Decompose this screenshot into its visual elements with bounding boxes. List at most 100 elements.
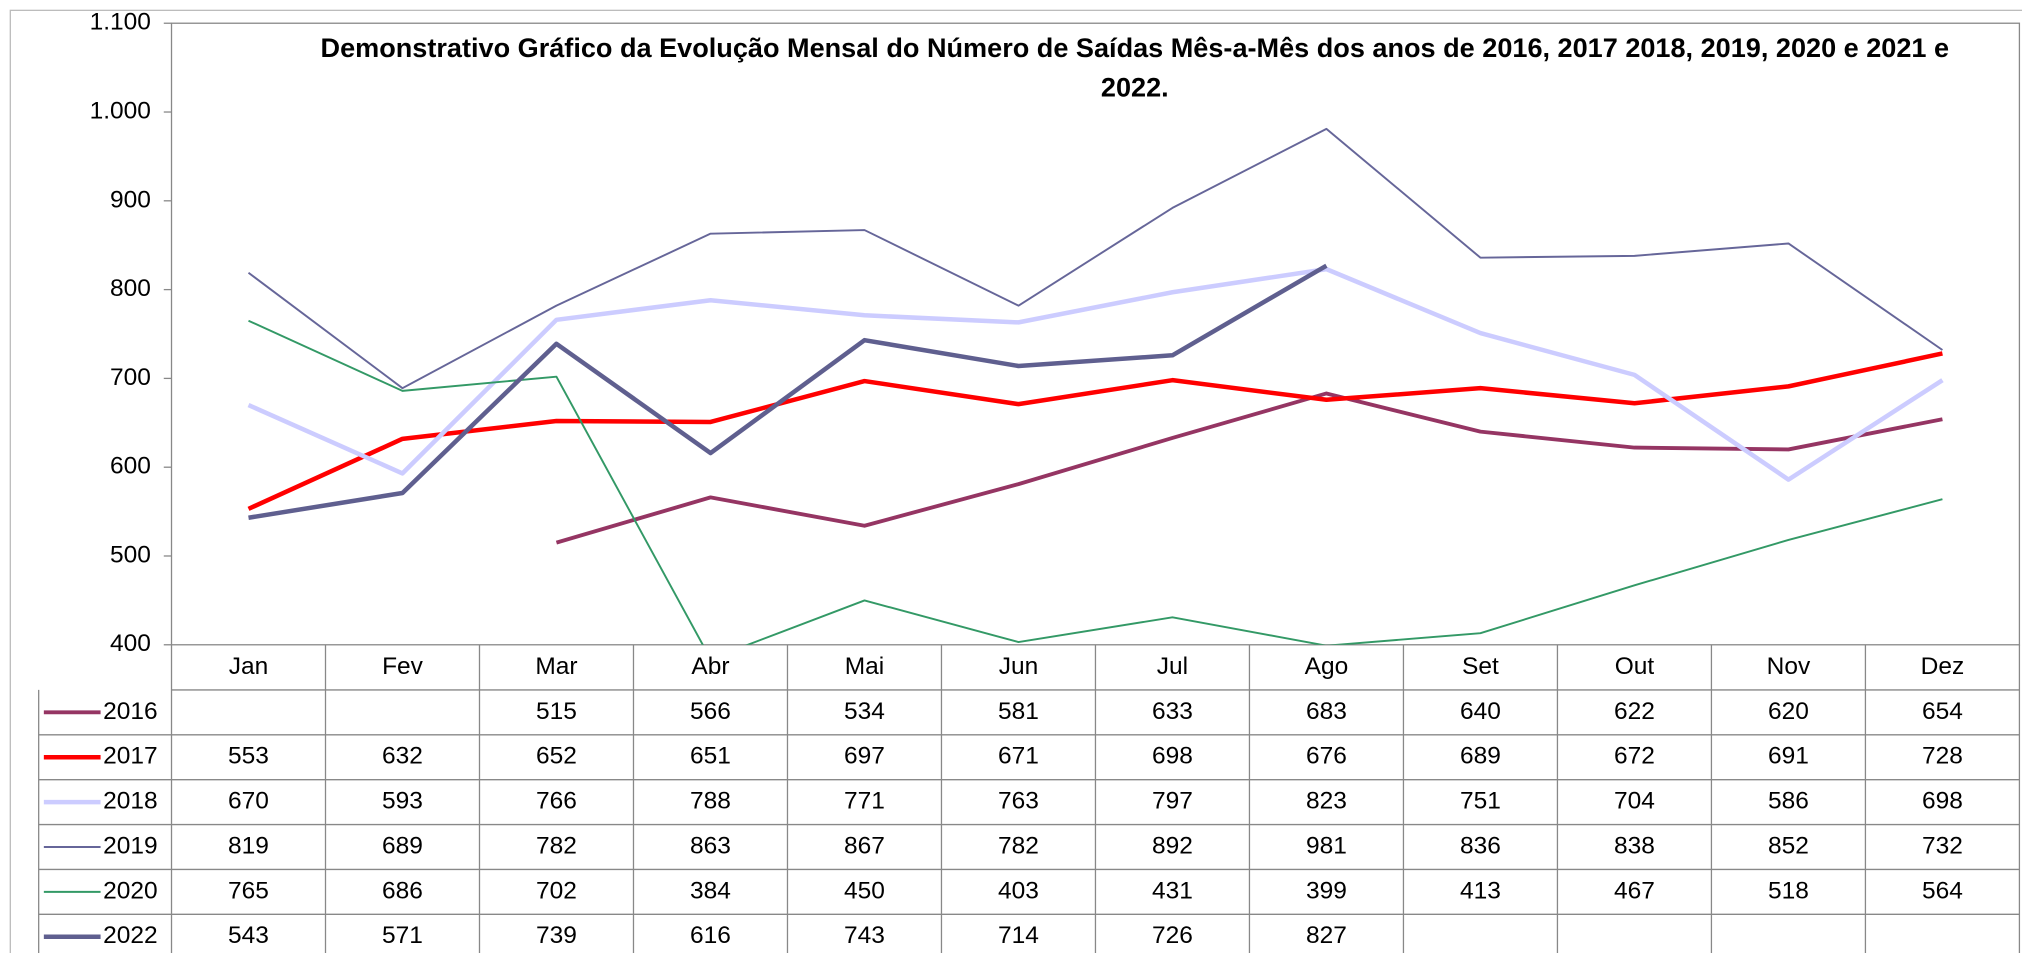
table-value: 586 [1768,788,1809,815]
table-value: 670 [228,788,269,815]
table-value: 534 [844,698,885,725]
table-value: 863 [690,832,731,859]
y-tick-label: 800 [110,275,151,302]
legend-label: 2018 [103,788,158,815]
table-value: 450 [844,877,885,904]
series-line [247,266,1944,482]
table-value: 686 [382,877,423,904]
table-value: 640 [1460,698,1501,725]
table-value: 672 [1614,743,1655,770]
table-value: 632 [382,743,423,770]
legend-label: 2019 [103,832,158,859]
table-value: 399 [1306,877,1347,904]
y-tick-label: 900 [110,186,151,213]
table-value: 838 [1614,832,1655,859]
x-tick-label: Jan [229,653,269,680]
table-value: 698 [1922,788,1963,815]
table-value: 689 [1460,743,1501,770]
table-value: 651 [690,743,731,770]
table-value: 384 [690,877,731,904]
table-value: 518 [1768,877,1809,904]
y-tick-label: 1.100 [90,9,151,36]
x-tick-label: Fev [382,653,424,680]
table-value: 751 [1460,788,1501,815]
table-value: 771 [844,788,885,815]
x-tick-label: Ago [1305,653,1349,680]
table-value: 593 [382,788,423,815]
table-value: 515 [536,698,577,725]
y-tick-label: 1.000 [90,97,151,124]
table-value: 564 [1922,877,1963,904]
table-value: 553 [228,743,269,770]
table-value: 566 [690,698,731,725]
table-value: 704 [1614,788,1655,815]
table-value: 782 [998,832,1039,859]
x-tick-label: Dez [1921,653,1965,680]
y-tick-label: 500 [110,541,151,568]
x-tick-label: Jun [999,653,1039,680]
table-value: 782 [536,832,577,859]
table-value: 714 [998,922,1039,949]
table-value: 413 [1460,877,1501,904]
series-line [555,391,1943,545]
y-tick-label: 400 [110,630,151,657]
table-value: 581 [998,698,1039,725]
table-value: 654 [1922,698,1963,725]
table-value: 732 [1922,832,1963,859]
table-value: 702 [536,877,577,904]
series-line [247,351,1943,511]
legend-label: 2017 [103,743,158,770]
table-value: 836 [1460,832,1501,859]
table-value: 676 [1306,743,1347,770]
table-value: 726 [1152,922,1193,949]
x-tick-label: Abr [691,653,729,680]
table-value: 763 [998,788,1039,815]
lines [247,127,1944,645]
table-value: 743 [844,922,885,949]
table-value: 739 [536,922,577,949]
table-value: 689 [382,832,423,859]
table-value: 633 [1152,698,1193,725]
table-value: 697 [844,743,885,770]
table-value: 403 [998,877,1039,904]
y-tick-label: 600 [110,453,151,480]
chart-border [9,9,2022,953]
table-value: 683 [1306,698,1347,725]
y-tick-label: 700 [110,364,151,391]
series-line [248,263,1328,520]
table-value: 622 [1614,698,1655,725]
table-value: 652 [536,743,577,770]
legend-label: 2020 [103,877,158,904]
table-value: 827 [1306,922,1347,949]
legend-label: 2022 [103,922,158,949]
table-value: 698 [1152,743,1193,770]
chart-title: Demonstrativo Gráfico da Evolução Mensal… [320,33,1950,104]
x-tick-label: Out [1615,653,1655,680]
series-line [248,319,1943,645]
table-value: 671 [998,743,1039,770]
table-value: 467 [1614,877,1655,904]
table-value: 823 [1306,788,1347,815]
data-table: Jan Fev Mar Abr Mai Jun Jul Ago Set Out Nov Dez 2016… [38,644,2021,953]
table-value: 543 [228,922,269,949]
title-box: Demonstrativo Gráfico da Evolução Mensal… [320,33,1950,104]
table-value: 571 [382,922,423,949]
x-tick-label: Mar [535,653,577,680]
x-tick-label: Set [1462,653,1499,680]
table-value: 691 [1768,743,1809,770]
table-value: 819 [228,832,269,859]
table-value: 867 [844,832,885,859]
table-value: 620 [1768,698,1809,725]
legend-label: 2016 [103,698,158,725]
table-value: 765 [228,877,269,904]
table-value: 788 [690,788,731,815]
x-tick-label: Jul [1157,653,1188,680]
table-value: 797 [1152,788,1193,815]
table-value: 431 [1152,877,1193,904]
table-value: 852 [1768,832,1809,859]
table-value: 616 [690,922,731,949]
plot-area [170,22,2021,646]
table-value: 892 [1152,832,1193,859]
